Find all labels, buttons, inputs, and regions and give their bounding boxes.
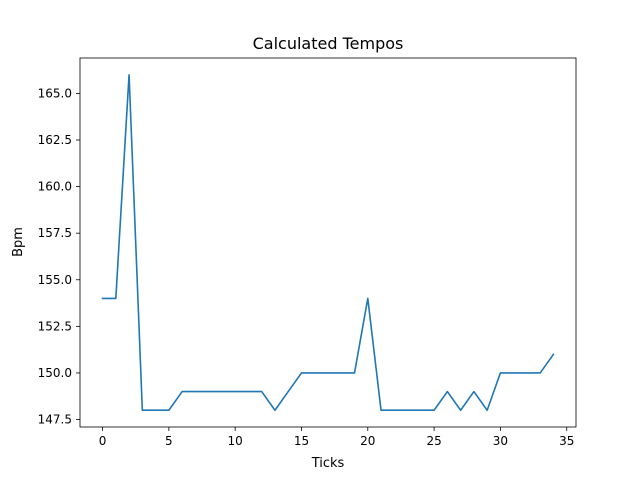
series-line-0 [101, 73, 555, 412]
y-tick-label: 160.0 [38, 180, 72, 194]
plot-frame [79, 57, 577, 428]
x-tick-label: 0 [99, 434, 107, 448]
chart-title: Calculated Tempos [253, 34, 404, 53]
x-tick-label: 15 [294, 434, 309, 448]
x-tick-label: 20 [360, 434, 375, 448]
y-tick-label: 157.5 [38, 226, 72, 240]
x-tick-label: 10 [228, 434, 243, 448]
x-axis: 0 5 10 15 20 25 30 35 [99, 427, 574, 448]
y-tick-label: 150.0 [38, 366, 72, 380]
x-tick-label: 25 [426, 434, 441, 448]
x-tick-label: 30 [493, 434, 508, 448]
x-tick-label: 5 [165, 434, 173, 448]
y-tick-label: 165.0 [38, 86, 72, 100]
plot-area [101, 73, 555, 412]
y-tick-label: 152.5 [38, 319, 72, 333]
y-tick-label: 155.0 [38, 273, 72, 287]
y-axis-label: Bpm [11, 227, 26, 257]
y-axis: 147.5 150.0 152.5 155.0 157.5 160.0 162.5 165.0 [38, 86, 80, 427]
x-axis-label: Ticks [311, 456, 345, 471]
y-tick-label: 162.5 [38, 133, 72, 147]
x-tick-label: 35 [559, 434, 574, 448]
y-tick-label: 147.5 [38, 413, 72, 427]
